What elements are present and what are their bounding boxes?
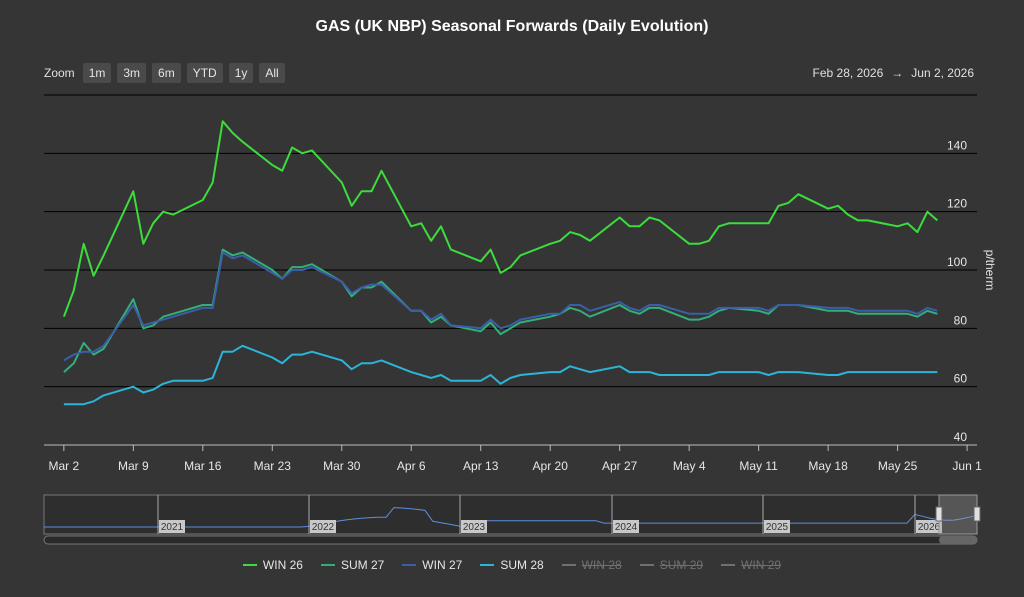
series-group[interactable]: [62, 120, 938, 406]
navigator-handle-right[interactable]: [973, 506, 981, 522]
legend-swatch: [721, 564, 736, 566]
y-tick-label: 100: [947, 255, 967, 269]
navigator-scrollbar-track[interactable]: [43, 535, 978, 545]
zoom-label: Zoom: [44, 66, 75, 80]
legend-item-win-29[interactable]: WIN 29: [721, 558, 781, 572]
x-tick-label: Apr 6: [397, 459, 426, 473]
x-tick-label: Mar 23: [254, 459, 292, 473]
navigator-year-label-bg: [613, 520, 639, 533]
legend-swatch: [402, 564, 417, 566]
y-axis-ticks: 40 60 80 100 120 140: [947, 138, 967, 444]
navigator-series-line: [44, 507, 978, 528]
legend-swatch: [639, 564, 654, 566]
x-tick-label: May 11: [739, 459, 778, 473]
navigator-year-label: 2024: [615, 522, 638, 533]
legend-item-win-28[interactable]: WIN 28: [561, 558, 622, 572]
x-tick-label: Apr 20: [533, 459, 569, 473]
x-tick-label: May 4: [673, 459, 706, 473]
y-axis-label: p/therm: [983, 250, 997, 291]
navigator-year-label: 2025: [766, 522, 789, 533]
y-tick-label: 140: [947, 138, 967, 152]
range-to[interactable]: Jun 2, 2026: [911, 66, 974, 80]
navigator-year-label: 2022: [312, 522, 335, 533]
zoom-bar: Zoom 1m 3m 6m YTD 1y All: [44, 63, 285, 83]
y-tick-label: 60: [954, 372, 968, 386]
series-line-win-26[interactable]: [62, 120, 938, 318]
x-tick-label: May 25: [878, 459, 918, 473]
legend-label: WIN 29: [741, 558, 782, 572]
legend-item-sum-28[interactable]: SUM 28: [480, 558, 544, 572]
grid-lines: [44, 94, 977, 446]
legend-label: WIN 27: [422, 558, 463, 572]
y-tick-label: 40: [954, 430, 968, 444]
legend-label: WIN 26: [262, 558, 303, 572]
navigator-scrollbar-thumb[interactable]: [939, 536, 977, 544]
legend-label: WIN 28: [581, 558, 622, 572]
zoom-1m-button[interactable]: 1m: [82, 63, 112, 83]
legend: WIN 26 SUM 27 WIN 27 SUM 28 WIN 28 SUM 29 WIN …: [0, 558, 1024, 572]
x-axis: Mar 2 Mar 9 Mar 16 Mar 23 Mar 30 Apr 6 Apr 13 A…: [44, 444, 982, 473]
zoom-all-button[interactable]: All: [259, 63, 285, 83]
navigator-year-label-bg: [310, 520, 336, 533]
legend-swatch: [480, 564, 495, 566]
chart-title: GAS (UK NBP) Seasonal Forwards (Daily Ev…: [315, 18, 709, 35]
navigator-year-label-bg: [764, 520, 790, 533]
legend-swatch: [242, 564, 257, 566]
navigator-year-label: 2023: [463, 522, 486, 533]
legend-label: SUM 27: [340, 558, 385, 572]
navigator-year-label-bg: [461, 520, 487, 533]
y-tick-label: 80: [954, 313, 968, 327]
series-line-sum-28[interactable]: [63, 344, 938, 406]
legend-item-win-27[interactable]: WIN 27: [402, 558, 462, 572]
x-tick-label: Mar 30: [323, 459, 361, 473]
navigator[interactable]: 2021 2022 2023 2024 2025 2026: [43, 494, 981, 545]
navigator-year-label-bg: [159, 520, 185, 533]
navigator-handle-left[interactable]: [935, 506, 943, 522]
navigator-year-label-bg: [916, 520, 942, 533]
legend-item-sum-29[interactable]: SUM 29: [639, 558, 704, 572]
x-tick-label: May 18: [808, 459, 848, 473]
x-tick-label: Jun 1: [952, 459, 982, 473]
legend-swatch: [561, 564, 576, 566]
x-tick-label: Mar 2: [49, 459, 80, 473]
date-range-display: Feb 28, 2026 → Jun 2, 2026: [813, 66, 974, 80]
legend-item-sum-27[interactable]: SUM 27: [320, 558, 385, 572]
y-tick-label: 120: [947, 197, 967, 211]
x-tick-label: Apr 13: [463, 459, 499, 473]
x-tick-label: Mar 16: [184, 459, 222, 473]
legend-label: SUM 28: [500, 558, 544, 572]
navigator-selection[interactable]: [938, 494, 978, 535]
series-line-win-27[interactable]: [63, 251, 938, 362]
legend-label: SUM 29: [659, 558, 704, 572]
zoom-6m-button[interactable]: 6m: [152, 63, 181, 83]
navigator-year-label: 2021: [161, 522, 184, 533]
range-from[interactable]: Feb 28, 2026: [812, 66, 884, 80]
x-tick-label: Mar 9: [118, 459, 149, 473]
legend-swatch: [320, 564, 335, 566]
zoom-3m-button[interactable]: 3m: [117, 63, 147, 83]
zoom-ytd-button[interactable]: YTD: [186, 63, 223, 83]
legend-item-win-26[interactable]: WIN 26: [242, 558, 303, 572]
range-arrow-icon: →: [891, 66, 904, 80]
navigator-year-label: 2026: [918, 522, 941, 533]
zoom-1y-button[interactable]: 1y: [228, 63, 254, 83]
x-tick-label: Apr 27: [602, 459, 638, 473]
